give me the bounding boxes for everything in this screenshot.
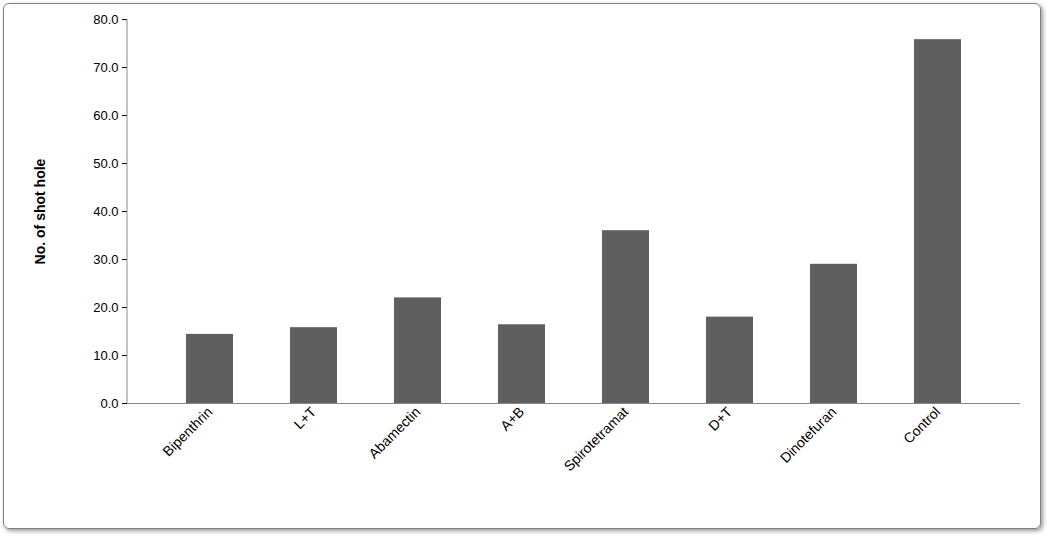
svg-text:60.0: 60.0: [93, 108, 118, 123]
svg-text:30.0: 30.0: [93, 252, 118, 267]
svg-text:80.0: 80.0: [93, 12, 118, 27]
svg-text:Abamectin: Abamectin: [365, 403, 423, 461]
svg-text:0.0: 0.0: [100, 396, 118, 411]
svg-text:40.0: 40.0: [93, 204, 118, 219]
svg-text:D+T: D+T: [705, 403, 736, 434]
svg-text:A+B: A+B: [497, 403, 527, 433]
svg-text:Spirotetramat: Spirotetramat: [561, 403, 632, 474]
svg-text:20.0: 20.0: [93, 300, 118, 315]
svg-text:Control: Control: [900, 403, 943, 446]
svg-text:50.0: 50.0: [93, 156, 118, 171]
svg-text:No. of shot hole: No. of shot hole: [32, 158, 48, 264]
svg-text:Bipenthrin: Bipenthrin: [159, 403, 215, 459]
svg-text:Dinotefuran: Dinotefuran: [777, 403, 840, 466]
svg-text:10.0: 10.0: [93, 348, 118, 363]
svg-text:L+T: L+T: [291, 403, 320, 432]
svg-text:70.0: 70.0: [93, 60, 118, 75]
